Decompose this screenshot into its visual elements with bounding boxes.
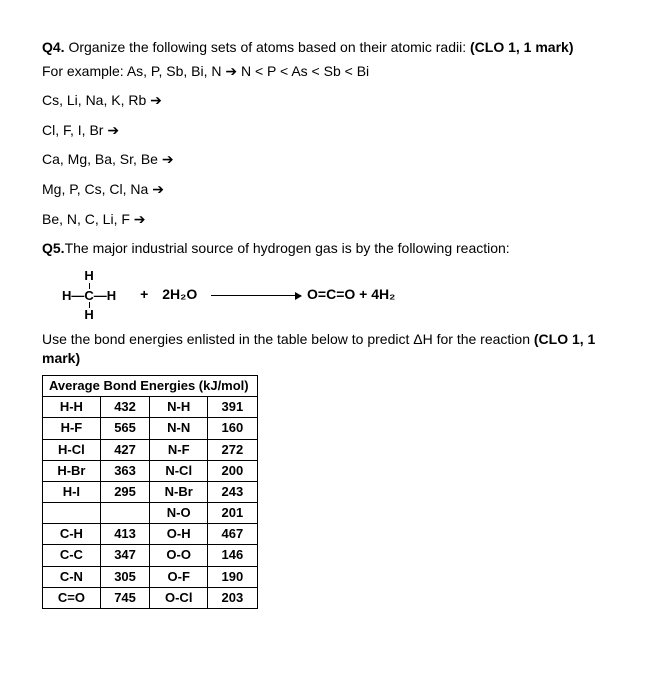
- table-cell: H-H: [43, 397, 101, 418]
- table-cell: H-I: [43, 481, 101, 502]
- products: O=C=O + 4H₂: [307, 286, 395, 302]
- table-row: N-O201: [43, 503, 258, 524]
- q4-set-3: Mg, P, Cs, Cl, Na ➔: [42, 180, 625, 200]
- table-row: C-H413O-H467: [43, 524, 258, 545]
- table-cell: 391: [208, 397, 258, 418]
- table-row: H-Cl427N-F272: [43, 439, 258, 460]
- table-cell: H-Br: [43, 460, 101, 481]
- table-cell: C-N: [43, 566, 101, 587]
- table-cell: N-Cl: [150, 460, 208, 481]
- table-row: H-I295N-Br243: [43, 481, 258, 502]
- bond-energy-table: Average Bond Energies (kJ/mol) H-H432N-H…: [42, 375, 258, 609]
- table-cell: 203: [208, 587, 258, 608]
- table-cell: [43, 503, 101, 524]
- q4-set-0: Cs, Li, Na, K, Rb ➔: [42, 91, 625, 111]
- table-cell: N-H: [150, 397, 208, 418]
- table-row: H-Br363N-Cl200: [43, 460, 258, 481]
- q4-clo: (CLO 1, 1 mark): [470, 39, 573, 55]
- q4-label: Q4.: [42, 39, 65, 55]
- q4-example: For example: As, P, Sb, Bi, N ➔ N < P < …: [42, 62, 625, 82]
- table-cell: N-N: [150, 418, 208, 439]
- table-cell: 295: [100, 481, 150, 502]
- table-cell: 467: [208, 524, 258, 545]
- table-cell: 432: [100, 397, 150, 418]
- table-cell: C-H: [43, 524, 101, 545]
- q5-text: The major industrial source of hydrogen …: [65, 240, 510, 256]
- q5-prompt: Q5.The major industrial source of hydrog…: [42, 239, 625, 259]
- q4-set-2: Ca, Mg, Ba, Sr, Be ➔: [42, 150, 625, 170]
- reaction: H H—C—H H + 2H₂O O=C=O + 4H₂: [62, 269, 625, 322]
- table-cell: O-H: [150, 524, 208, 545]
- table-cell: 190: [208, 566, 258, 587]
- table-cell: 272: [208, 439, 258, 460]
- table-cell: 565: [100, 418, 150, 439]
- q5-use: Use the bond energies enlisted in the ta…: [42, 331, 534, 347]
- table-cell: O-F: [150, 566, 208, 587]
- table-row: H-F565N-N160: [43, 418, 258, 439]
- table-cell: O-Cl: [150, 587, 208, 608]
- table-body: H-H432N-H391H-F565N-N160H-Cl427N-F272H-B…: [43, 397, 258, 609]
- q4-set-1: Cl, F, I, Br ➔: [42, 121, 625, 141]
- table-cell: H-Cl: [43, 439, 101, 460]
- table-title: Average Bond Energies (kJ/mol): [43, 375, 258, 396]
- plus-sign: +: [140, 286, 148, 302]
- q4-set-4: Be, N, C, Li, F ➔: [42, 210, 625, 230]
- reaction-rest: + 2H₂O O=C=O + 4H₂: [130, 285, 395, 305]
- table-row: C=O745O-Cl203: [43, 587, 258, 608]
- q4-text: Organize the following sets of atoms bas…: [65, 39, 470, 55]
- water: 2H₂O: [162, 286, 197, 302]
- q4-prompt: Q4. Organize the following sets of atoms…: [42, 38, 625, 58]
- table-row: C-N305O-F190: [43, 566, 258, 587]
- table-cell: 200: [208, 460, 258, 481]
- table-cell: 305: [100, 566, 150, 587]
- table-row: C-C347O-O146: [43, 545, 258, 566]
- table-cell: 363: [100, 460, 150, 481]
- table-cell: 347: [100, 545, 150, 566]
- q5-use-text: Use the bond energies enlisted in the ta…: [42, 330, 625, 369]
- table-cell: 413: [100, 524, 150, 545]
- table-row: H-H432N-H391: [43, 397, 258, 418]
- table-cell: N-F: [150, 439, 208, 460]
- reaction-arrow: [211, 295, 301, 296]
- table-cell: 160: [208, 418, 258, 439]
- table-cell: [100, 503, 150, 524]
- table-cell: O-O: [150, 545, 208, 566]
- table-cell: C=O: [43, 587, 101, 608]
- table-cell: N-O: [150, 503, 208, 524]
- q5-label: Q5.: [42, 240, 65, 256]
- table-cell: H-F: [43, 418, 101, 439]
- table-cell: 201: [208, 503, 258, 524]
- methane-structure: H H—C—H H: [62, 269, 116, 322]
- table-cell: 243: [208, 481, 258, 502]
- table-cell: 146: [208, 545, 258, 566]
- table-cell: 745: [100, 587, 150, 608]
- table-cell: 427: [100, 439, 150, 460]
- table-cell: C-C: [43, 545, 101, 566]
- table-cell: N-Br: [150, 481, 208, 502]
